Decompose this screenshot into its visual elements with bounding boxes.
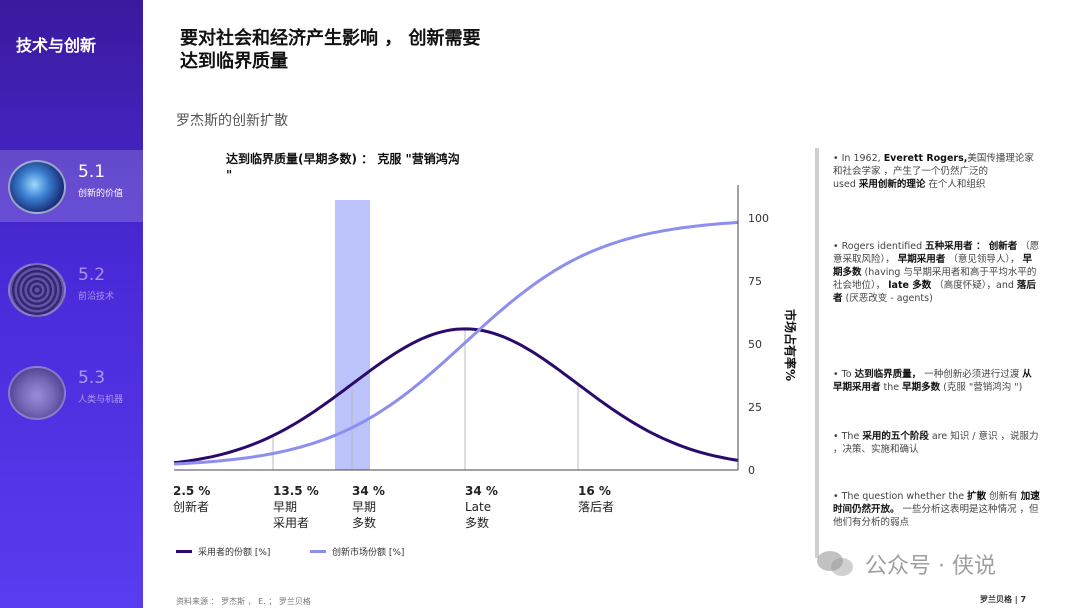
category-name: 多数	[465, 516, 490, 530]
market-share-curve	[173, 220, 739, 466]
note-text: 早期采用者	[897, 254, 946, 265]
note-text: 早期多数	[833, 254, 1033, 278]
note-text: （意见领导人），	[945, 254, 1023, 265]
sidebar-item-5-3[interactable]: 5.3 人类与机器	[0, 356, 143, 428]
note-text: 从早期采用者	[833, 369, 1032, 393]
note-text: 达到临界质量，	[854, 369, 922, 380]
note-text: (克服 "营销鸿沟 ")	[940, 382, 1023, 393]
note-bullet-2: • Rogers identified 五种采用者 ： 创新者 （愿意采取风险）…	[833, 240, 1041, 305]
note-text: 在个人和组织	[925, 179, 986, 190]
category-percent: 34 %	[465, 484, 498, 498]
note-text: 时间仍然开放。	[833, 504, 900, 515]
note-text: • In 1962,	[833, 153, 884, 164]
sidebar-item-number: 5.1	[78, 162, 106, 182]
sidebar: 技术与创新 5.1 创新的价值 5.2 前沿技术 5.3 人类与机器	[0, 0, 143, 608]
sidebar-item-5-2[interactable]: 5.2 前沿技术	[0, 253, 143, 325]
note-text: 扩散	[967, 491, 987, 502]
sidebar-item-label: 前沿技术	[78, 292, 115, 302]
note-text: 五种采用者 ： 创新者	[925, 241, 1018, 252]
sidebar-title: 技术与创新	[16, 36, 97, 55]
note-text: (having 与早期采用者和高于平均水平的社会地位），	[833, 267, 1037, 291]
note-text: 加速	[1020, 491, 1040, 502]
note-text: 美国传播理论家和社会学家 ，产生了一个仍然广泛的	[833, 153, 1034, 177]
page-title-line-2: 达到临界质量	[180, 51, 288, 72]
wechat-logo-icon	[815, 548, 855, 580]
sidebar-item-label: 人类与机器	[78, 395, 124, 405]
note-text: • The question whether the	[833, 491, 968, 502]
diffusion-chart: 0 25 50 75 100 市场占有率%	[173, 185, 798, 477]
category-percent: 13.5 %	[273, 484, 319, 498]
legend-label: 创新市场份额 [%]	[332, 548, 405, 558]
page-number: 罗兰贝格 | 7	[980, 595, 1027, 604]
note-text: • Rogers identified	[833, 241, 926, 252]
page-title-line-1: 要对社会和经济产生影响 ， 创新需要	[180, 28, 481, 49]
y-tick-label: 100	[748, 212, 769, 225]
note-text: （愿意采取风险），	[833, 241, 1040, 265]
note-text: used	[833, 179, 859, 190]
right-notes-panel: • In 1962, Everett Rogers,美国传播理论家和社会学家 ，…	[815, 148, 1040, 558]
note-text: 采用创新的理论	[858, 179, 926, 190]
category-innovators: 2.5 % 创新者	[173, 483, 210, 515]
category-early-adopters: 13.5 % 早期 采用者	[273, 483, 319, 531]
watermark-text: 公众号 · 侠说	[865, 554, 996, 579]
chart-heading-line-2: "	[226, 168, 233, 182]
legend-swatch	[176, 550, 192, 553]
adopters-share-curve	[173, 327, 739, 465]
page-title: 要对社会和经济产生影响 ， 创新需要 达到临界质量	[180, 27, 540, 73]
note-text: 一种创新必须进行过渡	[921, 369, 1023, 380]
y-tick-label: 75	[748, 275, 762, 288]
category-percent: 2.5 %	[173, 484, 211, 498]
category-name: 早期	[352, 500, 377, 514]
note-text: Everett Rogers,	[883, 153, 968, 164]
y-axis-label: 市场占有率%	[783, 309, 798, 381]
note-bullet-5: • The question whether the 扩散 创新有 加速 时间仍…	[833, 490, 1041, 529]
globe-thumbnail-icon	[8, 160, 66, 214]
y-tick-label: 25	[748, 401, 762, 414]
category-percent: 16 %	[578, 484, 611, 498]
note-text: 落后者	[833, 280, 1036, 304]
sidebar-item-number: 5.2	[78, 265, 106, 285]
category-laggards: 16 % 落后者	[578, 483, 614, 515]
sidebar-item-5-1[interactable]: 5.1 创新的价值	[0, 150, 143, 222]
category-name: 落后者	[578, 500, 615, 514]
note-text: 早期多数	[902, 382, 941, 393]
category-name: 采用者	[273, 516, 310, 530]
note-text: （高度怀疑），and	[931, 280, 1017, 291]
y-tick-label: 50	[748, 338, 762, 351]
note-bullet-4: • The 采用的五个阶段 are 知识 / 意识 ，说服力 ，决策、实施和确认	[833, 430, 1041, 456]
note-bullet-1: • In 1962, Everett Rogers,美国传播理论家和社会学家 ，…	[833, 152, 1041, 191]
note-text: are 知识 / 意识 ，说服力 ，决策、实施和确认	[833, 431, 1039, 455]
note-text: the	[880, 382, 903, 393]
source-note: 资料来源 ： 罗杰斯 ， E. ； 罗兰贝格	[176, 597, 311, 606]
category-name: 创新者	[173, 500, 210, 514]
category-early-majority: 34 % 早期 多数	[352, 483, 385, 531]
sidebar-item-label: 创新的价值	[78, 189, 124, 199]
legend-market: 创新市场份额 [%]	[310, 545, 404, 558]
note-text: 采用的五个阶段	[862, 431, 929, 442]
note-text: • The	[833, 431, 863, 442]
watermark: 公众号 · 侠说	[815, 548, 996, 580]
note-text: 一些分析这表明是这种情况 ，但他们有分析的弱点	[833, 504, 1039, 528]
category-name: 多数	[352, 516, 377, 530]
note-text: (厌恶改变 - agents)	[842, 293, 933, 304]
note-text: • To	[833, 369, 855, 380]
y-tick-label: 0	[748, 464, 755, 477]
category-late-majority: 34 % Late 多数	[465, 483, 498, 531]
category-name: 早期	[273, 500, 298, 514]
note-text: 创新有	[986, 491, 1021, 502]
note-text: late 多数	[888, 280, 932, 291]
category-percent: 34 %	[352, 484, 385, 498]
sidebar-item-number: 5.3	[78, 368, 106, 388]
chart-heading-line-1: 达到临界质量(早期多数) ： 克服 "营销鸿沟	[226, 152, 460, 166]
note-bullet-3: • To 达到临界质量， 一种创新必须进行过渡 从早期采用者 the 早期多数 …	[833, 368, 1041, 394]
handshake-thumbnail-icon	[8, 366, 66, 420]
chart-heading: 达到临界质量(早期多数) ： 克服 "营销鸿沟 "	[226, 151, 491, 183]
section-subtitle: 罗杰斯的创新扩散	[176, 113, 288, 129]
fingerprint-thumbnail-icon	[8, 263, 66, 317]
category-name: Late	[465, 500, 492, 514]
legend-label: 采用者的份额 [%]	[198, 548, 271, 558]
legend-swatch	[310, 550, 326, 553]
legend-adopters: 采用者的份额 [%]	[176, 545, 270, 558]
